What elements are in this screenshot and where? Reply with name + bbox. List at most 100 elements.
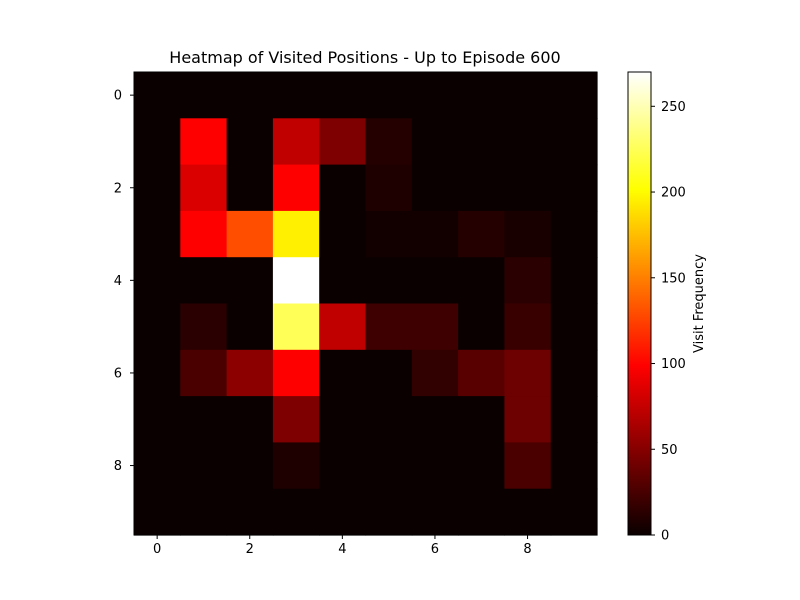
heatmap-cell	[319, 488, 367, 536]
heatmap-cell	[411, 164, 459, 212]
heatmap-grid	[134, 72, 598, 536]
heatmap-cell	[365, 442, 413, 490]
heatmap-cell	[504, 396, 552, 443]
heatmap-cell	[180, 164, 228, 212]
x-tick-label: 6	[431, 542, 439, 557]
heatmap-cell	[504, 442, 552, 490]
heatmap-cell	[272, 210, 320, 258]
heatmap-cell	[411, 72, 459, 119]
heatmap-cell	[411, 210, 459, 258]
heatmap-cell	[272, 72, 320, 119]
heatmap-cell	[319, 257, 367, 305]
heatmap-cell	[504, 303, 552, 351]
heatmap-cell	[319, 210, 367, 258]
heatmap-cell	[411, 396, 459, 443]
heatmap-cell	[411, 488, 459, 536]
y-axis: 0 2 4 6 8	[114, 89, 134, 474]
y-tick-label: 4	[114, 274, 122, 289]
heatmap-cell	[134, 349, 181, 397]
heatmap-cell	[226, 442, 274, 490]
x-tick-label: 2	[246, 542, 254, 557]
heatmap-cell	[319, 396, 367, 443]
heatmap-cell	[272, 257, 320, 305]
heatmap-cell	[365, 396, 413, 443]
y-tick-label: 8	[114, 459, 122, 474]
heatmap-cell	[134, 72, 181, 119]
heatmap-cell	[550, 210, 598, 258]
heatmap-cell	[365, 303, 413, 351]
heatmap-cell	[411, 257, 459, 305]
heatmap-cell	[180, 442, 228, 490]
heatmap-cell	[458, 303, 505, 351]
heatmap-cell	[504, 349, 552, 397]
heatmap-cell	[134, 210, 181, 258]
heatmap-cell	[319, 164, 367, 212]
heatmap-cell	[134, 257, 181, 305]
heatmap-cell	[550, 164, 598, 212]
heatmap-cell	[180, 488, 228, 536]
x-tick-label: 8	[523, 542, 531, 557]
colorbar-frame	[627, 71, 652, 536]
colorbar-tick-label: 150	[661, 271, 686, 286]
heatmap-cell	[134, 118, 181, 166]
colorbar-tick-label: 50	[661, 443, 678, 458]
colorbar-axis: 0 50 100 150 200 250	[651, 100, 686, 544]
heatmap-cell	[504, 118, 552, 166]
heatmap-cell	[411, 349, 459, 397]
x-axis: 0 2 4 6 8	[153, 535, 532, 557]
heatmap-cell	[458, 396, 505, 443]
chart-title: Heatmap of Visited Positions - Up to Epi…	[169, 48, 560, 67]
colorbar-tick-label: 250	[661, 100, 686, 115]
heatmap-cell	[365, 164, 413, 212]
heatmap-cell	[365, 349, 413, 397]
heatmap-cell	[458, 118, 505, 166]
heatmap-cell	[550, 396, 598, 443]
heatmap-cell	[180, 210, 228, 258]
heatmap-cell	[458, 164, 505, 212]
heatmap-cell	[134, 396, 181, 443]
colorbar-tick-label: 100	[661, 357, 686, 372]
heatmap-cell	[226, 118, 274, 166]
heatmap-cell	[272, 442, 320, 490]
y-tick-label: 2	[114, 181, 122, 196]
heatmap-cell	[180, 349, 228, 397]
heatmap-cell	[365, 72, 413, 119]
heatmap-cell	[365, 257, 413, 305]
heatmap-cell	[550, 72, 598, 119]
y-tick-label: 0	[114, 89, 122, 104]
heatmap-cell	[319, 118, 367, 166]
heatmap-cell	[226, 257, 274, 305]
heatmap-cell	[134, 164, 181, 212]
heatmap-cell	[272, 303, 320, 351]
heatmap-cell	[226, 303, 274, 351]
heatmap-cell	[504, 164, 552, 212]
heatmap-cell	[180, 118, 228, 166]
heatmap-cell	[272, 349, 320, 397]
heatmap-cell	[458, 72, 505, 119]
heatmap-cell	[411, 442, 459, 490]
colorbar-label: Visit Frequency	[692, 254, 707, 353]
colorbar-tick-label: 200	[661, 186, 686, 201]
heatmap-cell	[180, 303, 228, 351]
heatmap-cell	[550, 257, 598, 305]
heatmap-cell	[226, 164, 274, 212]
heatmap-cell	[226, 349, 274, 397]
heatmap-cell	[365, 488, 413, 536]
x-tick-label: 4	[338, 542, 346, 557]
heatmap-cell	[319, 303, 367, 351]
heatmap-cell	[180, 396, 228, 443]
heatmap-cell	[458, 442, 505, 490]
heatmap-cell	[550, 488, 598, 536]
colorbar-gradient	[628, 72, 651, 535]
heatmap-cell	[319, 349, 367, 397]
heatmap-cell	[504, 72, 552, 119]
heatmap-cell	[550, 442, 598, 490]
heatmap-cell	[134, 303, 181, 351]
heatmap-cell	[226, 72, 274, 119]
heatmap-cell	[550, 303, 598, 351]
heatmap-cell	[550, 118, 598, 166]
heatmap-cell	[226, 396, 274, 443]
heatmap-cell	[458, 210, 505, 258]
heatmap-cell	[504, 210, 552, 258]
